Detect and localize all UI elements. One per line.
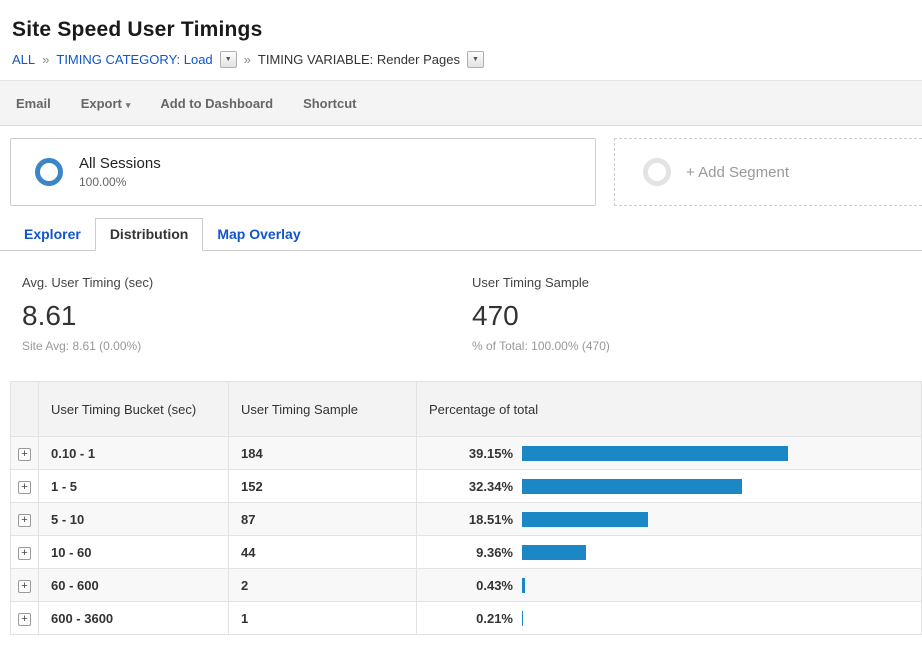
table-row: +0.10 - 1 184 39.15% xyxy=(10,436,922,470)
percentage-cell: 39.15% xyxy=(416,436,922,470)
distribution-table: User Timing Bucket (sec) User Timing Sam… xyxy=(10,381,922,635)
bucket-value: 600 - 3600 xyxy=(38,601,229,635)
chevron-down-icon: ▾ xyxy=(125,99,131,110)
percent-bar xyxy=(522,611,524,627)
metric-value: 470 xyxy=(472,300,519,331)
percent-value: 0.43% xyxy=(476,578,513,594)
percent-value: 9.36% xyxy=(476,545,513,561)
report-header: Site Speed User Timings ALL » TIMING CAT… xyxy=(0,0,922,68)
sample-value: 152 xyxy=(228,469,417,503)
report-tabs: Explorer Distribution Map Overlay xyxy=(0,218,922,251)
add-to-dashboard-button[interactable]: Add to Dashboard xyxy=(160,95,274,111)
table-row: +60 - 600 2 0.43% xyxy=(10,568,922,602)
table-row: +600 - 3600 1 0.21% xyxy=(10,601,922,635)
percent-value: 39.15% xyxy=(468,446,513,462)
percentage-cell: 18.51% xyxy=(416,502,922,536)
breadcrumb-timing-category-link[interactable]: TIMING CATEGORY: Load xyxy=(56,52,213,67)
expand-row-icon[interactable]: + xyxy=(18,580,31,593)
add-segment-label: + Add Segment xyxy=(686,163,789,181)
timing-variable-dropdown-button[interactable]: ▼ xyxy=(466,51,484,68)
expand-row-icon[interactable]: + xyxy=(18,514,31,527)
shortcut-button[interactable]: Shortcut xyxy=(303,95,357,111)
percent-value: 18.51% xyxy=(468,512,513,528)
chevron-down-icon: ▼ xyxy=(224,56,232,63)
expand-row-icon[interactable]: + xyxy=(18,547,31,560)
tab-explorer[interactable]: Explorer xyxy=(24,226,81,242)
sample-value: 44 xyxy=(228,535,417,569)
metric-subtext: Site Avg: 8.61 (0.00%) xyxy=(22,339,142,353)
expand-cell: + xyxy=(10,568,39,602)
percent-bar xyxy=(522,578,525,594)
page-title: Site Speed User Timings xyxy=(12,18,263,41)
column-header-bucket: User Timing Bucket (sec) xyxy=(38,381,229,437)
column-header-sample: User Timing Sample xyxy=(228,381,417,437)
expand-column-header xyxy=(10,381,39,437)
segment-bar: All Sessions 100.00% + Add Segment xyxy=(0,126,922,218)
percent-bar xyxy=(522,446,789,462)
sample-value: 184 xyxy=(228,436,417,470)
breadcrumb-timing-variable: TIMING VARIABLE: Render Pages xyxy=(257,52,460,67)
metric-subtext: % of Total: 100.00% (470) xyxy=(472,339,610,353)
timing-category-dropdown-button[interactable]: ▼ xyxy=(219,51,237,68)
avg-user-timing-metric: Avg. User Timing (sec) 8.61 Site Avg: 8.… xyxy=(22,275,472,353)
user-timing-sample-metric: User Timing Sample 470 % of Total: 100.0… xyxy=(472,275,922,353)
segment-percentage: 100.00% xyxy=(79,175,127,189)
percentage-cell: 9.36% xyxy=(416,535,922,569)
percentage-cell: 0.43% xyxy=(416,568,922,602)
table-header-row: User Timing Bucket (sec) User Timing Sam… xyxy=(10,381,922,437)
expand-row-icon[interactable]: + xyxy=(18,481,31,494)
expand-cell: + xyxy=(10,535,39,569)
table-row: +10 - 60 44 9.36% xyxy=(10,535,922,569)
bucket-value: 0.10 - 1 xyxy=(38,436,229,470)
tab-map-overlay[interactable]: Map Overlay xyxy=(217,226,301,242)
email-button[interactable]: Email xyxy=(16,95,51,111)
metric-value: 8.61 xyxy=(22,300,77,331)
expand-row-icon[interactable]: + xyxy=(18,613,31,626)
percent-bar xyxy=(522,479,742,495)
table-row: +1 - 5 152 32.34% xyxy=(10,469,922,503)
table-row: +5 - 10 87 18.51% xyxy=(10,502,922,536)
scorecards: Avg. User Timing (sec) 8.61 Site Avg: 8.… xyxy=(0,251,922,381)
expand-row-icon[interactable]: + xyxy=(18,448,31,461)
expand-cell: + xyxy=(10,469,39,503)
segment-text: All Sessions 100.00% xyxy=(79,155,161,189)
column-header-percentage: Percentage of total xyxy=(416,381,922,437)
breadcrumb-separator: » xyxy=(243,52,251,67)
chevron-down-icon: ▼ xyxy=(472,56,479,63)
expand-cell: + xyxy=(10,502,39,536)
sample-value: 87 xyxy=(228,502,417,536)
bucket-value: 1 - 5 xyxy=(38,469,229,503)
add-segment-donut-icon xyxy=(643,158,671,186)
sample-value: 1 xyxy=(228,601,417,635)
breadcrumb-separator: » xyxy=(42,52,50,67)
breadcrumb: ALL » TIMING CATEGORY: Load ▼ » TIMING V… xyxy=(12,51,922,68)
breadcrumb-all-link[interactable]: ALL xyxy=(12,52,36,67)
bucket-value: 5 - 10 xyxy=(38,502,229,536)
percentage-cell: 32.34% xyxy=(416,469,922,503)
report-toolbar: Email Export ▾ Add to Dashboard Shortcut xyxy=(0,80,922,126)
expand-cell: + xyxy=(10,436,39,470)
export-button[interactable]: Export ▾ xyxy=(80,95,131,111)
segment-donut-icon xyxy=(35,158,63,186)
percent-value: 0.21% xyxy=(476,611,513,627)
percent-value: 32.34% xyxy=(468,479,513,495)
percent-bar xyxy=(522,545,586,561)
segment-label: All Sessions xyxy=(79,155,161,172)
metric-label: Avg. User Timing (sec) xyxy=(22,275,154,290)
sample-value: 2 xyxy=(228,568,417,602)
tab-distribution[interactable]: Distribution xyxy=(94,218,204,251)
metric-label: User Timing Sample xyxy=(472,275,590,290)
expand-cell: + xyxy=(10,601,39,635)
bucket-value: 10 - 60 xyxy=(38,535,229,569)
bucket-value: 60 - 600 xyxy=(38,568,229,602)
add-segment-button[interactable]: + Add Segment xyxy=(614,138,922,206)
all-sessions-segment[interactable]: All Sessions 100.00% xyxy=(10,138,596,206)
percentage-cell: 0.21% xyxy=(416,601,922,635)
percent-bar xyxy=(522,512,648,528)
